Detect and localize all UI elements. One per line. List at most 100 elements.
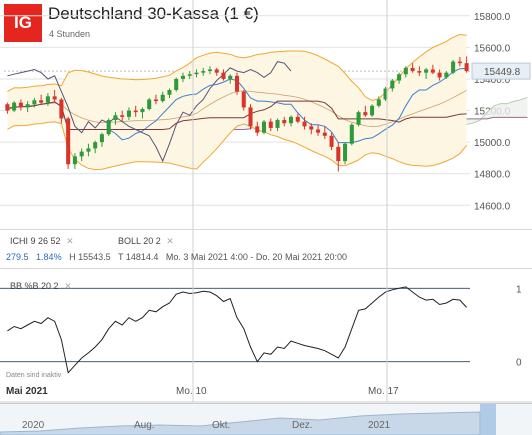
candle-body	[140, 108, 145, 113]
candle-body	[390, 80, 395, 89]
candle-body	[349, 124, 354, 144]
candle-body	[248, 107, 253, 127]
candle-body	[207, 69, 213, 72]
candle-body	[174, 78, 179, 91]
panel-divider	[0, 229, 532, 230]
ichi-badge[interactable]: ICHI 9 26 52 ✕	[10, 236, 74, 247]
nav-label-3: Dez.	[292, 420, 313, 431]
candle-body	[133, 110, 138, 113]
oscillator-axis: 01	[516, 284, 522, 368]
panel-divider	[0, 268, 532, 269]
osc-tick-label: 1	[516, 284, 522, 295]
candle-body	[464, 63, 469, 72]
bollinger-lower	[7, 121, 467, 171]
candle-body	[228, 75, 233, 79]
candle-body	[52, 96, 57, 100]
candle-body	[160, 94, 165, 102]
y-tick-label: 15400.0	[474, 75, 511, 86]
date-range: Mo. 3 Mai 2021 4:00 - Do. 20 Mai 2021 20…	[165, 252, 347, 262]
candle-body	[451, 61, 456, 73]
current-price-badge	[471, 62, 531, 80]
y-tick-label: 15000.0	[474, 138, 511, 149]
candle-body	[336, 146, 341, 162]
ichimoku-chikou	[7, 61, 292, 163]
candle-body	[410, 67, 415, 72]
candle-body	[309, 126, 314, 130]
candle-body	[113, 115, 118, 121]
nav-label-0: 2020	[22, 420, 45, 431]
candle-body	[275, 120, 280, 128]
inactive-note: Daten sind inaktiv	[6, 372, 62, 379]
candle-body	[457, 61, 462, 64]
candle-body	[437, 72, 442, 78]
y-tick-label: 15600.0	[474, 43, 511, 54]
boll-label: BOLL	[118, 236, 141, 246]
candle-body	[356, 112, 361, 125]
candle-body	[126, 110, 131, 117]
candle-body	[32, 100, 37, 105]
candle-body	[424, 69, 429, 73]
candle-body	[343, 143, 348, 162]
candle-body	[120, 115, 125, 117]
candles	[5, 56, 469, 172]
candle-body	[295, 116, 300, 122]
bollinger-bands	[7, 33, 467, 171]
ichi-params: 9 26 52	[30, 236, 61, 246]
candle-body	[268, 121, 273, 128]
close-icon[interactable]: ✕	[64, 281, 72, 291]
close-icon[interactable]: ✕	[166, 236, 174, 246]
candle-body	[187, 74, 192, 76]
candle-body	[316, 129, 321, 133]
bb-badge[interactable]: BB %B 20 2 ✕	[10, 281, 72, 292]
y-tick-label: 14800.0	[474, 170, 511, 181]
nav-label-1: Aug.	[134, 420, 155, 431]
low-value: T 14814.4	[117, 252, 159, 262]
candle-body	[403, 67, 408, 75]
candle-body	[282, 120, 287, 124]
y-tick-label: 15800.0	[474, 12, 511, 23]
candle-body	[201, 71, 206, 73]
x-axis-label-2: Mo. 17	[368, 386, 399, 397]
candle-body	[147, 99, 152, 109]
bollinger-upper	[7, 33, 467, 102]
candle-body	[214, 69, 219, 73]
y-tick-label: 14600.0	[474, 201, 511, 212]
percent-b-line	[7, 286, 467, 374]
candle-body	[25, 104, 30, 108]
candle-body	[59, 99, 64, 119]
oscillator-grid	[0, 287, 470, 363]
candle-body	[106, 120, 111, 135]
candle-body	[444, 72, 449, 78]
candle-body	[5, 104, 10, 111]
x-axis-label-1: Mo. 10	[176, 386, 207, 397]
time-navigator[interactable]	[0, 403, 532, 435]
candle-body	[180, 75, 185, 79]
candle-body	[45, 96, 50, 103]
candle-body	[329, 135, 334, 147]
candle-body	[234, 75, 240, 92]
price-change: 279.5	[6, 252, 29, 262]
ichi-label: ICHI	[10, 236, 28, 246]
info-line: 279.5 1.84% H 15543.5 T 14814.4 Mo. 3 Ma…	[6, 252, 347, 262]
instrument-title: Deutschland 30-Kassa (1 €)	[48, 4, 259, 23]
boll-params: 20 2	[143, 236, 161, 246]
candle-body	[417, 71, 422, 73]
candle-body	[93, 142, 98, 149]
candle-body	[302, 121, 307, 127]
percent-b-series	[7, 286, 467, 374]
x-axis-label-0: Mai 2021	[6, 386, 48, 397]
candle-body	[18, 102, 23, 108]
candle-body	[12, 102, 17, 111]
boll-badge[interactable]: BOLL 20 2 ✕	[118, 236, 174, 247]
candle-body	[221, 72, 226, 79]
nav-label-2: Okt.	[212, 420, 231, 431]
nav-label-4: 2021	[368, 420, 391, 431]
date-separators	[0, 0, 532, 403]
candle-body	[194, 72, 199, 75]
navigator-area	[0, 411, 481, 435]
close-icon[interactable]: ✕	[66, 236, 74, 246]
candle-body	[39, 100, 44, 103]
osc-tick-label: 0	[516, 358, 522, 369]
candle-body	[370, 105, 375, 116]
